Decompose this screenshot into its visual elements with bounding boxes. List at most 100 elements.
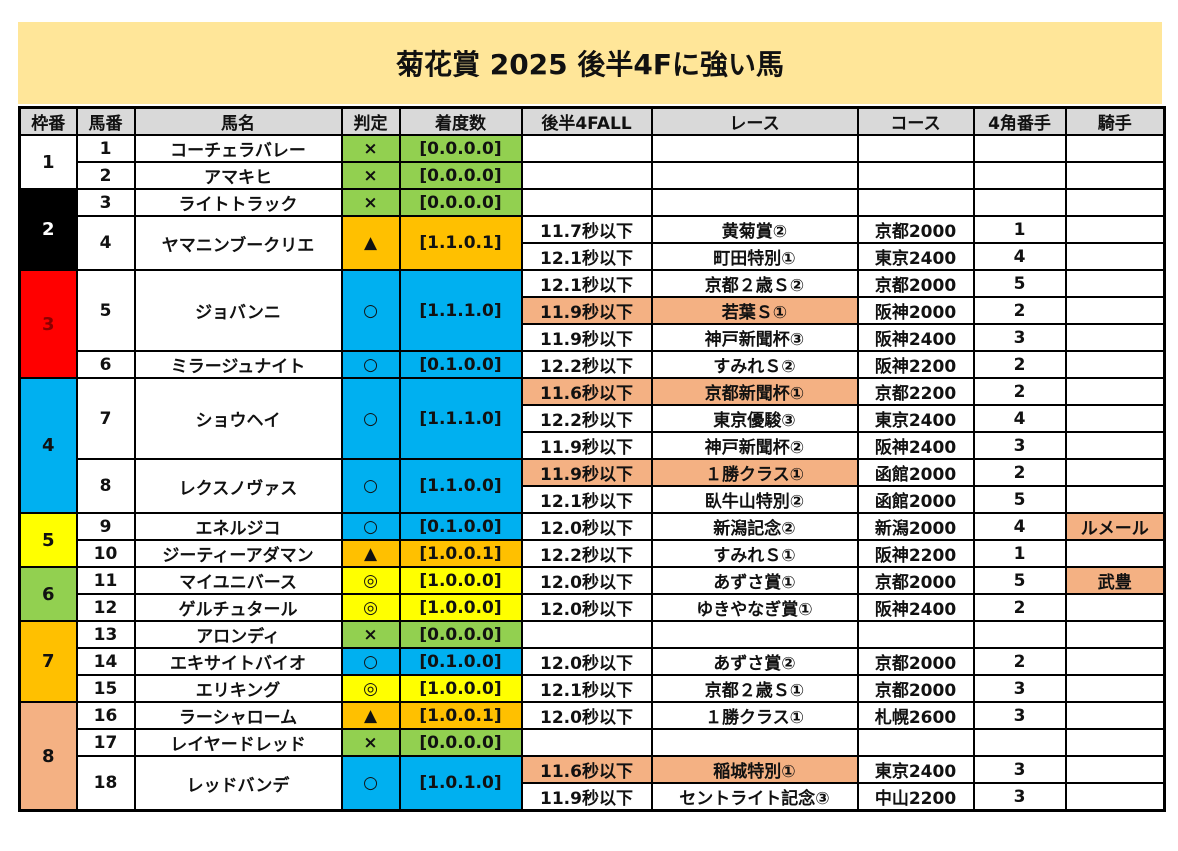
table-row: 15 エリキング ◎ [1.0.0.0] 12.1秒以下 京都２歳Ｓ① 京都2000 3 <box>20 674 1166 703</box>
record: [0.1.0.0] <box>398 350 523 379</box>
jockey <box>1064 377 1166 406</box>
jockey: ルメール <box>1064 512 1166 541</box>
last4f-time: 11.7秒以下 <box>520 215 653 244</box>
course: 阪神2400 <box>856 323 975 352</box>
judge-mark: × <box>340 134 401 163</box>
table-row: 12.1秒以下 臥牛山特別② 函館2000 5 <box>20 485 1166 514</box>
frame-number: 3 <box>18 269 78 379</box>
judge-mark: ▲ <box>340 701 401 730</box>
table-row: 2 アマキヒ × [0.0.0.0] <box>20 161 1166 190</box>
corner-position: 4 <box>972 404 1067 433</box>
race-name: 新潟記念② <box>650 512 859 541</box>
horse-number: 10 <box>75 539 136 568</box>
horse-name: コーチェラバレー <box>133 134 343 163</box>
table-row: 11.9秒以下 神戸新聞杯② 阪神2400 3 <box>20 431 1166 460</box>
horse-name: レイヤードレッド <box>133 728 343 757</box>
race-name: 稲城特別① <box>650 755 859 784</box>
table-row: 8 16 ラーシャローム ▲ [1.0.0.1] 12.0秒以下 １勝クラス① 札幌2600 3 <box>18 701 1166 812</box>
header-course: コース <box>856 106 975 136</box>
corner-position <box>972 188 1067 217</box>
table-row: 17 レイヤードレッド × [0.0.0.0] <box>20 728 1166 757</box>
judge-mark: × <box>340 188 401 217</box>
course: 札幌2600 <box>856 701 975 730</box>
record: [1.0.0.0] <box>398 593 523 622</box>
race-name: 京都２歳Ｓ② <box>650 269 859 298</box>
horse-number: 6 <box>75 350 136 379</box>
judge-mark: ○ <box>340 755 401 812</box>
last4f-time: 12.0秒以下 <box>520 701 653 730</box>
record: [0.0.0.0] <box>398 161 523 190</box>
race-name: 黄菊賞② <box>650 215 859 244</box>
corner-position: 3 <box>972 674 1067 703</box>
horse-name: レッドバンデ <box>133 755 343 812</box>
corner-position: 1 <box>972 215 1067 244</box>
race-name: １勝クラス① <box>650 458 859 487</box>
judge-mark: ○ <box>340 350 401 379</box>
record: [1.1.1.0] <box>398 377 523 460</box>
record: [0.0.0.0] <box>398 728 523 757</box>
last4f-time: 12.1秒以下 <box>520 674 653 703</box>
header-race: レース <box>650 106 859 136</box>
frame-number: 4 <box>18 377 78 514</box>
table-row: 6 11 マイユニバース ◎ [1.0.0.0] 12.0秒以下 あずさ賞① 京都2000 5 武… <box>18 566 1166 622</box>
last4f-time: 11.9秒以下 <box>520 323 653 352</box>
table-row: 4 ヤマニンブークリエ ▲ [1.1.0.1] 11.7秒以下 黄菊賞② 京都2000 1 <box>20 215 1166 271</box>
course: 京都2000 <box>856 566 975 595</box>
course: 阪神2200 <box>856 350 975 379</box>
header-corner: 4角番手 <box>972 106 1067 136</box>
header-horse-no: 馬番 <box>75 106 136 136</box>
course: 函館2000 <box>856 458 975 487</box>
jockey <box>1064 701 1166 730</box>
horse-name: エキサイトバイオ <box>133 647 343 676</box>
race-name: ゆきやなぎ賞① <box>650 593 859 622</box>
course: 京都2000 <box>856 674 975 703</box>
course: 阪神2400 <box>856 431 975 460</box>
last4f-time: 11.6秒以下 <box>520 755 653 784</box>
race-name: 若葉Ｓ① <box>650 296 859 325</box>
corner-position: 3 <box>972 323 1067 352</box>
corner-position: 3 <box>972 755 1067 784</box>
last4f-time: 11.6秒以下 <box>520 377 653 406</box>
header-horse-name: 馬名 <box>133 106 343 136</box>
horse-name: アマキヒ <box>133 161 343 190</box>
page-title: 菊花賞 2025 後半4Fに強い馬 <box>18 22 1162 104</box>
course: 阪神2400 <box>856 593 975 622</box>
last4f-time: 12.1秒以下 <box>520 242 653 271</box>
jockey <box>1064 404 1166 433</box>
last4f-time: 11.9秒以下 <box>520 458 653 487</box>
race-name <box>650 134 859 163</box>
horse-number: 3 <box>75 188 136 217</box>
corner-position: 5 <box>972 269 1067 298</box>
course <box>856 188 975 217</box>
jockey <box>1064 215 1166 244</box>
table-row: 6 ミラージュナイト ○ [0.1.0.0] 12.2秒以下 すみれＳ② 阪神2200 2 <box>20 350 1166 379</box>
last4f-time <box>520 161 653 190</box>
course: 中山2200 <box>856 782 975 812</box>
jockey <box>1064 134 1166 163</box>
header-judge: 判定 <box>340 106 401 136</box>
header-jockey: 騎手 <box>1064 106 1166 136</box>
jockey <box>1064 485 1166 514</box>
horse-name: レクスノヴァス <box>133 458 343 514</box>
jockey <box>1064 431 1166 460</box>
table-row: 11.9秒以下 神戸新聞杯③ 阪神2400 3 <box>20 323 1166 352</box>
race-name <box>650 620 859 649</box>
race-name: あずさ賞① <box>650 566 859 595</box>
judge-mark: ◎ <box>340 566 401 595</box>
frame-number: 6 <box>18 566 78 622</box>
horse-name: ラーシャローム <box>133 701 343 730</box>
race-name: １勝クラス① <box>650 701 859 730</box>
race-name <box>650 161 859 190</box>
judge-mark: × <box>340 728 401 757</box>
corner-position: 2 <box>972 458 1067 487</box>
record: [0.0.0.0] <box>398 188 523 217</box>
horse-name: ジーティーアダマン <box>133 539 343 568</box>
record: [1.1.0.0] <box>398 458 523 514</box>
last4f-time <box>520 134 653 163</box>
table-row: 12 ゲルチュタール ◎ [1.0.0.0] 12.0秒以下 ゆきやなぎ賞① 阪神2400 2 <box>20 593 1166 622</box>
corner-position: 2 <box>972 647 1067 676</box>
last4f-time: 12.1秒以下 <box>520 269 653 298</box>
race-name: 京都新聞杯① <box>650 377 859 406</box>
corner-position <box>972 134 1067 163</box>
record: [1.0.1.0] <box>398 755 523 812</box>
